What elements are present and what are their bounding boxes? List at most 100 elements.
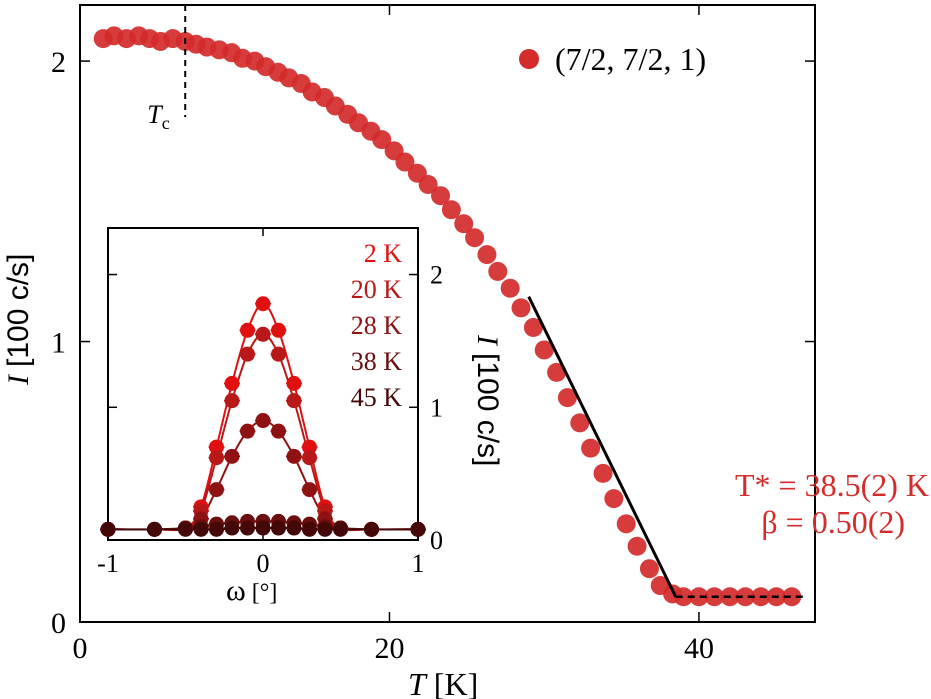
x-axis-label: T [K] [408, 666, 478, 699]
inset-data-point [147, 521, 162, 537]
inset-y-tick-label: 0 [430, 526, 443, 555]
data-point [604, 489, 624, 509]
y-tick-label: 2 [51, 46, 66, 79]
data-point [372, 130, 392, 150]
inset-data-point [286, 520, 302, 536]
y-tick-label: 0 [51, 607, 66, 640]
inset-data-point [271, 423, 286, 439]
inset-data-point [333, 521, 348, 537]
data-point [547, 362, 567, 382]
data-point [395, 152, 415, 172]
data-point [500, 278, 520, 298]
inset-data-point [410, 521, 426, 537]
inset-y-axis-unit: [100 c/s] [471, 353, 504, 466]
data-point [782, 587, 802, 607]
inset-data-point [286, 375, 302, 391]
data-point [735, 587, 755, 607]
inset-data-point [302, 482, 317, 498]
inset-legend-label: 20 K [351, 275, 403, 304]
inset-data-point [255, 520, 271, 536]
inset-data-point [271, 322, 286, 338]
x-axis-symbol: T [408, 666, 428, 699]
inset-data-point [240, 346, 255, 362]
x-axis-unit: [K] [434, 666, 478, 699]
inset-data-point [302, 521, 317, 537]
inset-data-point [286, 448, 302, 464]
inset-data-point [271, 520, 286, 536]
data-point [689, 587, 709, 607]
inset-legend-label: 45 K [351, 383, 403, 412]
inset-legend-label: 2 K [364, 239, 403, 268]
x-tick-label: 0 [73, 632, 88, 665]
fit-line [527, 296, 678, 598]
inset-data-point [302, 450, 317, 466]
data-point [673, 587, 693, 607]
inset-y-tick-label: 2 [430, 261, 443, 290]
inset-legend: 2 K 20 K 28 K 38 K 45 K [351, 239, 403, 412]
inset-data-point [364, 521, 379, 537]
inset-background [108, 228, 418, 540]
inset-data-point [178, 521, 193, 537]
inset-x-axis-unit: [°] [252, 580, 278, 606]
main-ticks [79, 5, 815, 623]
inset-y-axis-symbol: I [471, 334, 504, 347]
data-point [454, 214, 474, 234]
inset-data-point [224, 375, 240, 391]
data-point [557, 388, 577, 408]
data-point [570, 413, 590, 433]
legend-marker [519, 49, 539, 69]
data-point [441, 200, 461, 220]
data-point [639, 559, 659, 579]
data-point [534, 340, 554, 360]
inset-data-point [224, 393, 240, 409]
tstar-annotation: T* = 38.5(2) K [735, 467, 929, 503]
tc-label: Tc [147, 100, 169, 133]
inset-data-point [255, 296, 271, 312]
inset-data-point [255, 326, 271, 342]
legend-label: (7/2, 7/2, 1) [555, 41, 706, 77]
inset-data-marks [100, 296, 426, 537]
inset-data-point [240, 322, 255, 338]
inset-x-tick-label: 1 [412, 549, 425, 578]
inset-data-point [240, 423, 255, 439]
y-axis-label: I [100 c/s] [2, 254, 35, 386]
inset-data-point [224, 520, 240, 536]
inset-data-point [209, 521, 224, 537]
inset-data-point [255, 413, 271, 429]
inset-y-tick-label: 1 [430, 393, 443, 422]
data-point [418, 174, 438, 194]
inset-data-point [209, 450, 224, 466]
inset-data-point [209, 439, 224, 455]
inset-data-point [224, 448, 240, 464]
inset-data-point [240, 520, 255, 536]
inset-legend-label: 28 K [351, 311, 403, 340]
inset-data-point [209, 482, 224, 498]
data-point [488, 261, 508, 281]
inset-data-point [193, 521, 209, 537]
tc-label-subscript: c [162, 113, 170, 133]
inset-x-axis-label: ω [°] [226, 574, 277, 607]
x-tick-label: 40 [684, 632, 714, 665]
inset-data-point [286, 393, 302, 409]
main-plot-frame [79, 4, 816, 623]
main-fit-lines [527, 296, 808, 599]
data-point [465, 228, 485, 248]
tc-label-symbol: T [147, 100, 163, 129]
data-point [477, 245, 497, 265]
data-point [511, 298, 531, 318]
inset-data-point [100, 521, 116, 537]
y-axis-unit: [100 c/s] [2, 254, 35, 367]
inset-x-tick-label: 0 [257, 549, 270, 578]
data-point [616, 514, 636, 534]
inset-y-axis-label: I [100 c/s] [471, 334, 504, 466]
data-point [523, 318, 543, 338]
x-tick-label: 20 [374, 632, 404, 665]
y-axis-symbol: I [2, 373, 35, 386]
inset-x-axis-symbol: ω [226, 574, 246, 607]
inset-legend-label: 38 K [351, 347, 403, 376]
beta-annotation: β = 0.50(2) [761, 504, 905, 540]
inset-data-point [317, 521, 333, 537]
